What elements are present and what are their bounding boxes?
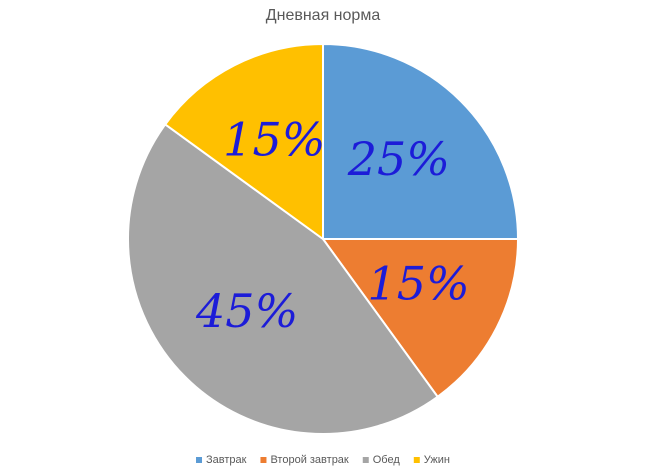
data-label: 45% — [195, 284, 298, 338]
pie-slice — [163, 42, 324, 241]
pie-slice — [321, 238, 520, 399]
pie-slice — [322, 42, 520, 240]
legend-label: Обед — [373, 454, 401, 466]
legend-swatch — [362, 457, 369, 463]
data-label: 15% — [367, 257, 469, 311]
legend-label: Ужин — [424, 454, 450, 466]
legend-swatch — [260, 457, 267, 463]
chart-title: Дневная норма — [266, 7, 381, 24]
legend-swatch — [196, 457, 203, 463]
data-label: 15% — [223, 112, 325, 166]
legend-label: Завтрак — [206, 454, 247, 466]
legend-label: Второй завтрак — [270, 454, 348, 466]
data-label: 25% — [347, 132, 450, 186]
pie-slice — [127, 122, 440, 435]
legend-swatch — [413, 457, 420, 463]
